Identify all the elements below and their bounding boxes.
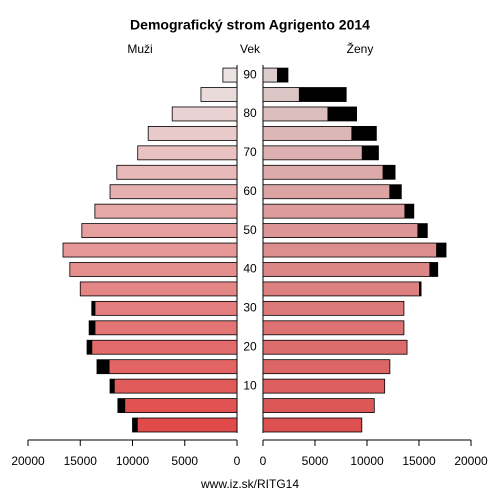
excess xyxy=(361,145,379,160)
x-tick-label: 0 xyxy=(260,454,267,468)
y-tick-label: 20 xyxy=(243,339,257,353)
x-tick-label: 5000 xyxy=(171,454,198,468)
bar xyxy=(86,339,238,355)
excess xyxy=(89,320,96,335)
excess xyxy=(351,126,377,141)
excess xyxy=(404,204,414,219)
y-tick-label: 40 xyxy=(243,262,257,276)
x-tick-label: 0 xyxy=(234,454,241,468)
excess xyxy=(417,223,428,238)
x-tick-label: 10000 xyxy=(116,454,150,468)
excess xyxy=(117,398,126,413)
y-tick-label: 80 xyxy=(243,106,257,120)
bar xyxy=(147,126,238,141)
y-tick-label: 70 xyxy=(243,145,257,159)
y-tick-label: 50 xyxy=(243,223,257,237)
bar xyxy=(262,417,363,433)
bar xyxy=(137,145,238,161)
excess xyxy=(87,340,93,355)
bar xyxy=(262,242,447,258)
x-tick-label: 5000 xyxy=(302,454,329,468)
y-tick-label: 90 xyxy=(243,67,257,81)
bar xyxy=(69,262,238,277)
bar xyxy=(262,320,405,336)
bar xyxy=(262,339,408,355)
x-tick-label: 20000 xyxy=(11,454,45,468)
x-tick-label: 10000 xyxy=(350,454,384,468)
bar xyxy=(81,223,238,239)
bar xyxy=(79,281,238,297)
excess xyxy=(110,379,115,394)
bar xyxy=(200,87,238,102)
excess xyxy=(429,262,438,277)
excess xyxy=(132,418,138,432)
y-tick-label: 60 xyxy=(243,184,257,198)
bar xyxy=(222,67,238,83)
x-tick-label: 15000 xyxy=(64,454,98,468)
bar xyxy=(94,203,238,219)
bar xyxy=(262,203,415,219)
x-tick-label: 15000 xyxy=(402,454,436,468)
bar xyxy=(62,242,238,258)
left-label: Muži xyxy=(127,42,152,56)
bar xyxy=(262,223,428,239)
bar xyxy=(262,300,405,316)
right-label: Ženy xyxy=(347,41,374,56)
bar xyxy=(262,145,379,161)
excess xyxy=(382,165,396,180)
bar xyxy=(262,281,422,297)
excess xyxy=(277,68,288,83)
y-label: Vek xyxy=(240,42,261,56)
y-tick-label: 30 xyxy=(243,301,257,315)
excess xyxy=(436,243,447,258)
bar xyxy=(96,359,238,375)
excess xyxy=(419,281,422,296)
bar xyxy=(117,398,238,413)
x-tick-label: 20000 xyxy=(454,454,488,468)
excess xyxy=(327,106,357,121)
excess xyxy=(389,184,402,199)
y-tick-label: 10 xyxy=(243,378,257,392)
bar xyxy=(109,378,238,394)
bar xyxy=(262,359,391,375)
excess xyxy=(298,87,347,102)
bar xyxy=(116,164,238,180)
bar xyxy=(88,320,238,336)
footer: www.iz.sk/RITG14 xyxy=(200,477,299,491)
bar xyxy=(262,398,375,413)
bar xyxy=(109,184,238,200)
bar xyxy=(262,164,396,180)
excess xyxy=(91,301,96,316)
bar xyxy=(262,184,402,200)
chart-title: Demografický strom Agrigento 2014 xyxy=(130,17,370,33)
bar xyxy=(262,378,386,394)
bar xyxy=(171,106,238,122)
bar xyxy=(262,262,439,277)
bar xyxy=(91,300,238,316)
bar xyxy=(132,417,238,433)
excess xyxy=(96,359,110,374)
